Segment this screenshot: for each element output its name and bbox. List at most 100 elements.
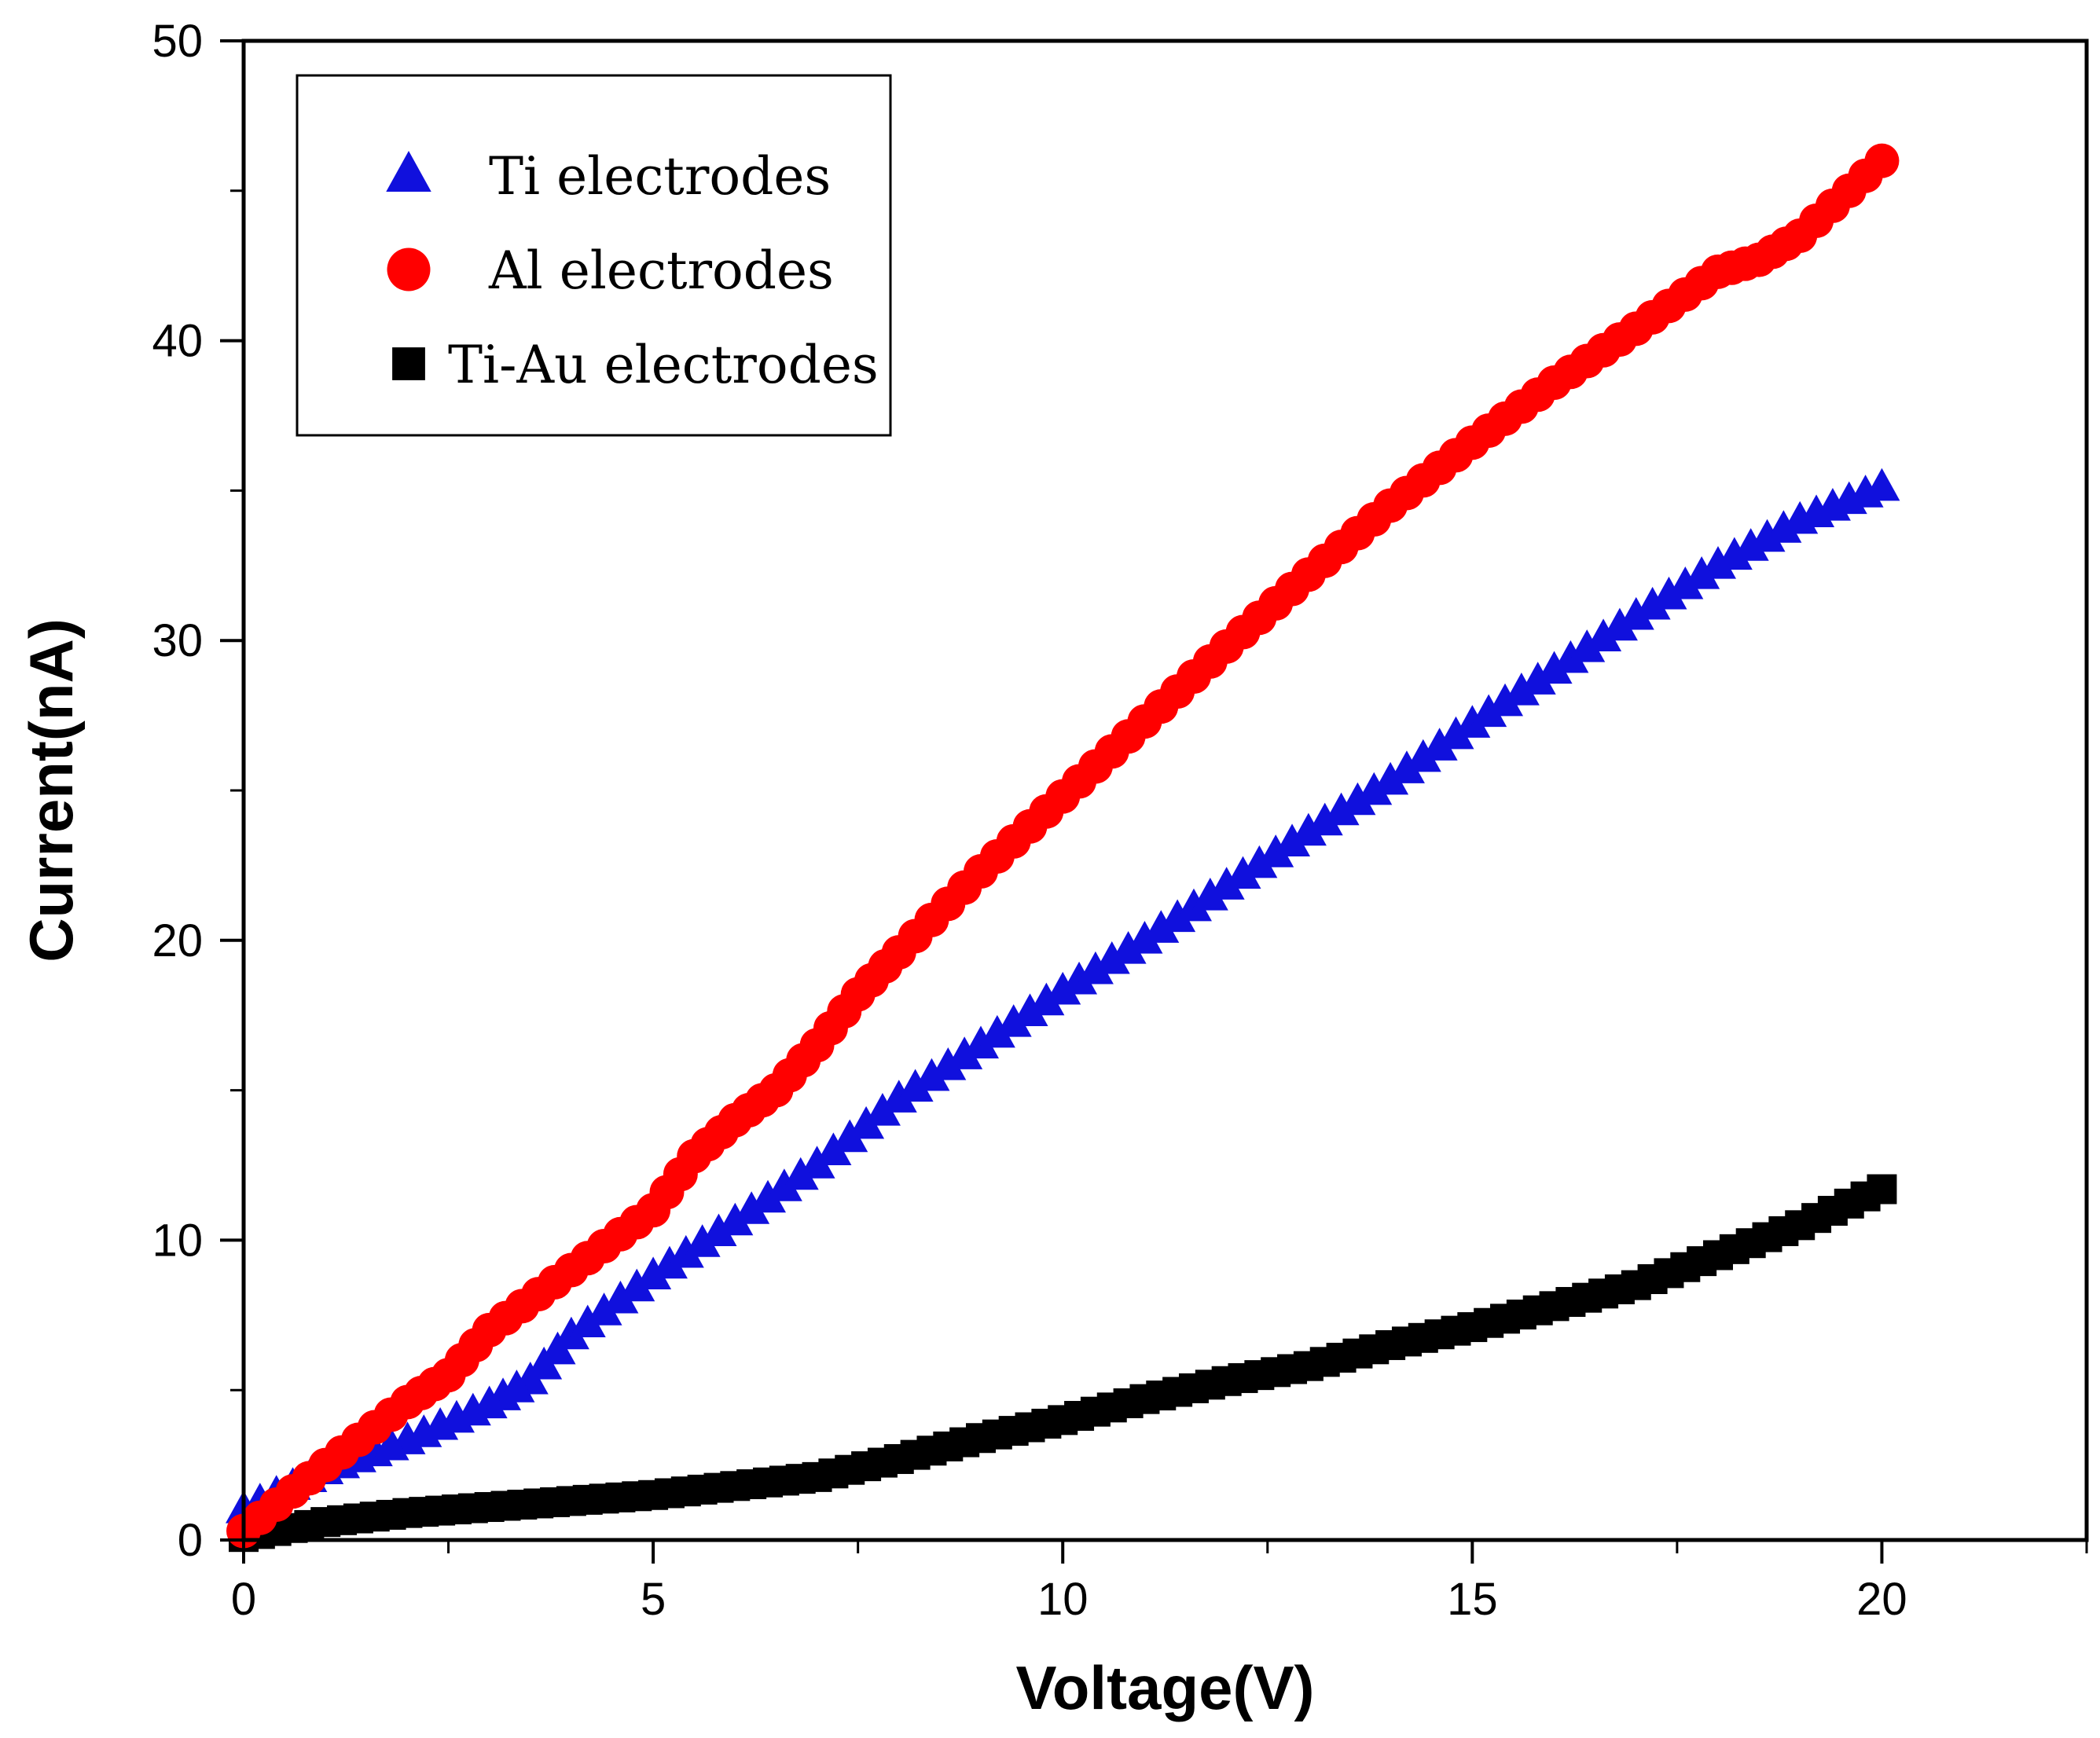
sweep-marker bbox=[848, 1106, 885, 1139]
sweep-marker bbox=[1768, 226, 1804, 262]
data-marks bbox=[226, 143, 1900, 1553]
sweep-marker bbox=[700, 1213, 737, 1247]
sweep-marker bbox=[782, 1157, 819, 1190]
sweep-marker bbox=[1732, 528, 1769, 561]
sweep-marker bbox=[1028, 982, 1065, 1016]
sweep-marker bbox=[1519, 662, 1556, 695]
legend-label-ti: Ti electrodes bbox=[489, 146, 831, 207]
sweep-marker bbox=[1359, 1334, 1390, 1365]
legend-label-ti-au: Ti-Au electrodes bbox=[448, 335, 879, 395]
sweep-marker bbox=[1224, 856, 1261, 889]
legend-marker-circle bbox=[387, 248, 431, 292]
sweep-marker bbox=[1093, 940, 1130, 974]
sweep-marker bbox=[1388, 750, 1425, 783]
sweep-marker bbox=[1687, 1246, 1717, 1277]
sweep-marker bbox=[1847, 475, 1884, 508]
sweep-marker bbox=[1667, 566, 1704, 600]
sweep-marker bbox=[1306, 802, 1343, 836]
sweep-marker bbox=[651, 1245, 688, 1279]
sweep-marker bbox=[1339, 782, 1376, 816]
sweep-marker bbox=[786, 1043, 821, 1078]
sweep-marker bbox=[602, 1280, 639, 1314]
sweep-marker bbox=[458, 1327, 494, 1362]
x-tick-label: 10 bbox=[1037, 1574, 1089, 1625]
x-tick-label: 5 bbox=[641, 1574, 666, 1625]
series-triangle bbox=[226, 468, 1900, 1524]
sweep-marker bbox=[1522, 1295, 1553, 1326]
sweep-marker bbox=[1356, 772, 1393, 805]
sweep-marker bbox=[1277, 1354, 1308, 1384]
y-tick-label: 0 bbox=[178, 1515, 203, 1566]
sweep-marker bbox=[1602, 322, 1637, 358]
sweep-marker bbox=[1765, 510, 1802, 543]
series-circle bbox=[226, 143, 1900, 1549]
sweep-marker bbox=[1487, 683, 1524, 717]
sweep-marker bbox=[1585, 618, 1622, 651]
sweep-marker bbox=[1110, 930, 1147, 964]
sweep-marker bbox=[294, 1509, 325, 1540]
sweep-marker bbox=[733, 1191, 770, 1224]
y-axis-title: Current(nA) bbox=[17, 618, 86, 962]
sweep-marker bbox=[1749, 519, 1786, 552]
sweep-marker bbox=[1716, 537, 1753, 570]
sweep-marker bbox=[1503, 673, 1540, 706]
sweep-marker bbox=[622, 1481, 652, 1512]
sweep-marker bbox=[1768, 1216, 1799, 1246]
sweep-marker bbox=[1470, 694, 1507, 728]
sweep-marker bbox=[417, 1366, 453, 1402]
legend-label-al: Al electrodes bbox=[488, 240, 834, 301]
sweep-marker bbox=[1404, 739, 1441, 772]
sweep-marker bbox=[1634, 586, 1671, 620]
y-tick-label: 50 bbox=[152, 16, 203, 67]
sweep-marker bbox=[1257, 834, 1294, 867]
sweep-marker bbox=[1061, 961, 1098, 995]
sweep-marker bbox=[1684, 266, 1720, 301]
sweep-marker bbox=[995, 1004, 1032, 1037]
sweep-marker bbox=[867, 1447, 898, 1478]
sweep-marker bbox=[1113, 1388, 1144, 1418]
sweep-marker bbox=[1441, 1315, 1471, 1346]
sweep-marker bbox=[864, 1093, 901, 1126]
sweep-marker bbox=[1192, 644, 1228, 679]
sweep-marker bbox=[1274, 823, 1311, 856]
y-tick-label: 40 bbox=[152, 316, 203, 367]
sweep-marker bbox=[619, 1204, 655, 1240]
data-point bbox=[1454, 705, 1491, 738]
sweep-marker bbox=[373, 1397, 409, 1432]
sweep-marker bbox=[1111, 719, 1146, 754]
sweep-marker bbox=[1683, 556, 1720, 589]
sweep-marker bbox=[815, 1132, 852, 1166]
sweep-marker bbox=[1323, 792, 1360, 826]
sweep-marker bbox=[1437, 716, 1474, 750]
x-tick-label: 0 bbox=[231, 1574, 256, 1625]
legend-marker-square bbox=[392, 347, 425, 380]
data-point bbox=[880, 1080, 917, 1113]
x-axis-title: Voltage(V) bbox=[1016, 1653, 1315, 1722]
sweep-marker bbox=[703, 1472, 734, 1503]
sweep-marker bbox=[897, 1069, 934, 1102]
sweep-marker bbox=[619, 1268, 655, 1302]
axis-ticks bbox=[220, 39, 2088, 1564]
sweep-marker bbox=[750, 1179, 787, 1213]
sweep-marker bbox=[1195, 1370, 1225, 1400]
legend: Ti electrodes Al electrodes Ti-Au electr… bbox=[296, 74, 892, 437]
sweep-marker bbox=[949, 1427, 980, 1458]
sweep-marker bbox=[827, 994, 862, 1029]
sweep-marker bbox=[684, 1224, 721, 1257]
sweep-marker bbox=[498, 1370, 535, 1402]
x-tick-label: 15 bbox=[1447, 1574, 1498, 1625]
data-point bbox=[799, 1146, 835, 1179]
sweep-marker bbox=[1011, 993, 1048, 1026]
sweep-marker bbox=[292, 1461, 327, 1496]
sweep-marker bbox=[1601, 607, 1638, 641]
sweep-marker bbox=[703, 1115, 739, 1150]
tick-labels: 0 5 10 15 20 0 10 20 30 40 50 bbox=[152, 16, 1907, 1625]
sweep-marker bbox=[1175, 888, 1212, 922]
sweep-marker bbox=[540, 1487, 571, 1517]
sweep-marker bbox=[1077, 951, 1114, 984]
y-tick-label: 20 bbox=[152, 915, 203, 966]
sweep-marker bbox=[745, 1083, 780, 1118]
y-tick-label: 30 bbox=[152, 615, 203, 666]
sweep-marker bbox=[946, 1036, 983, 1069]
